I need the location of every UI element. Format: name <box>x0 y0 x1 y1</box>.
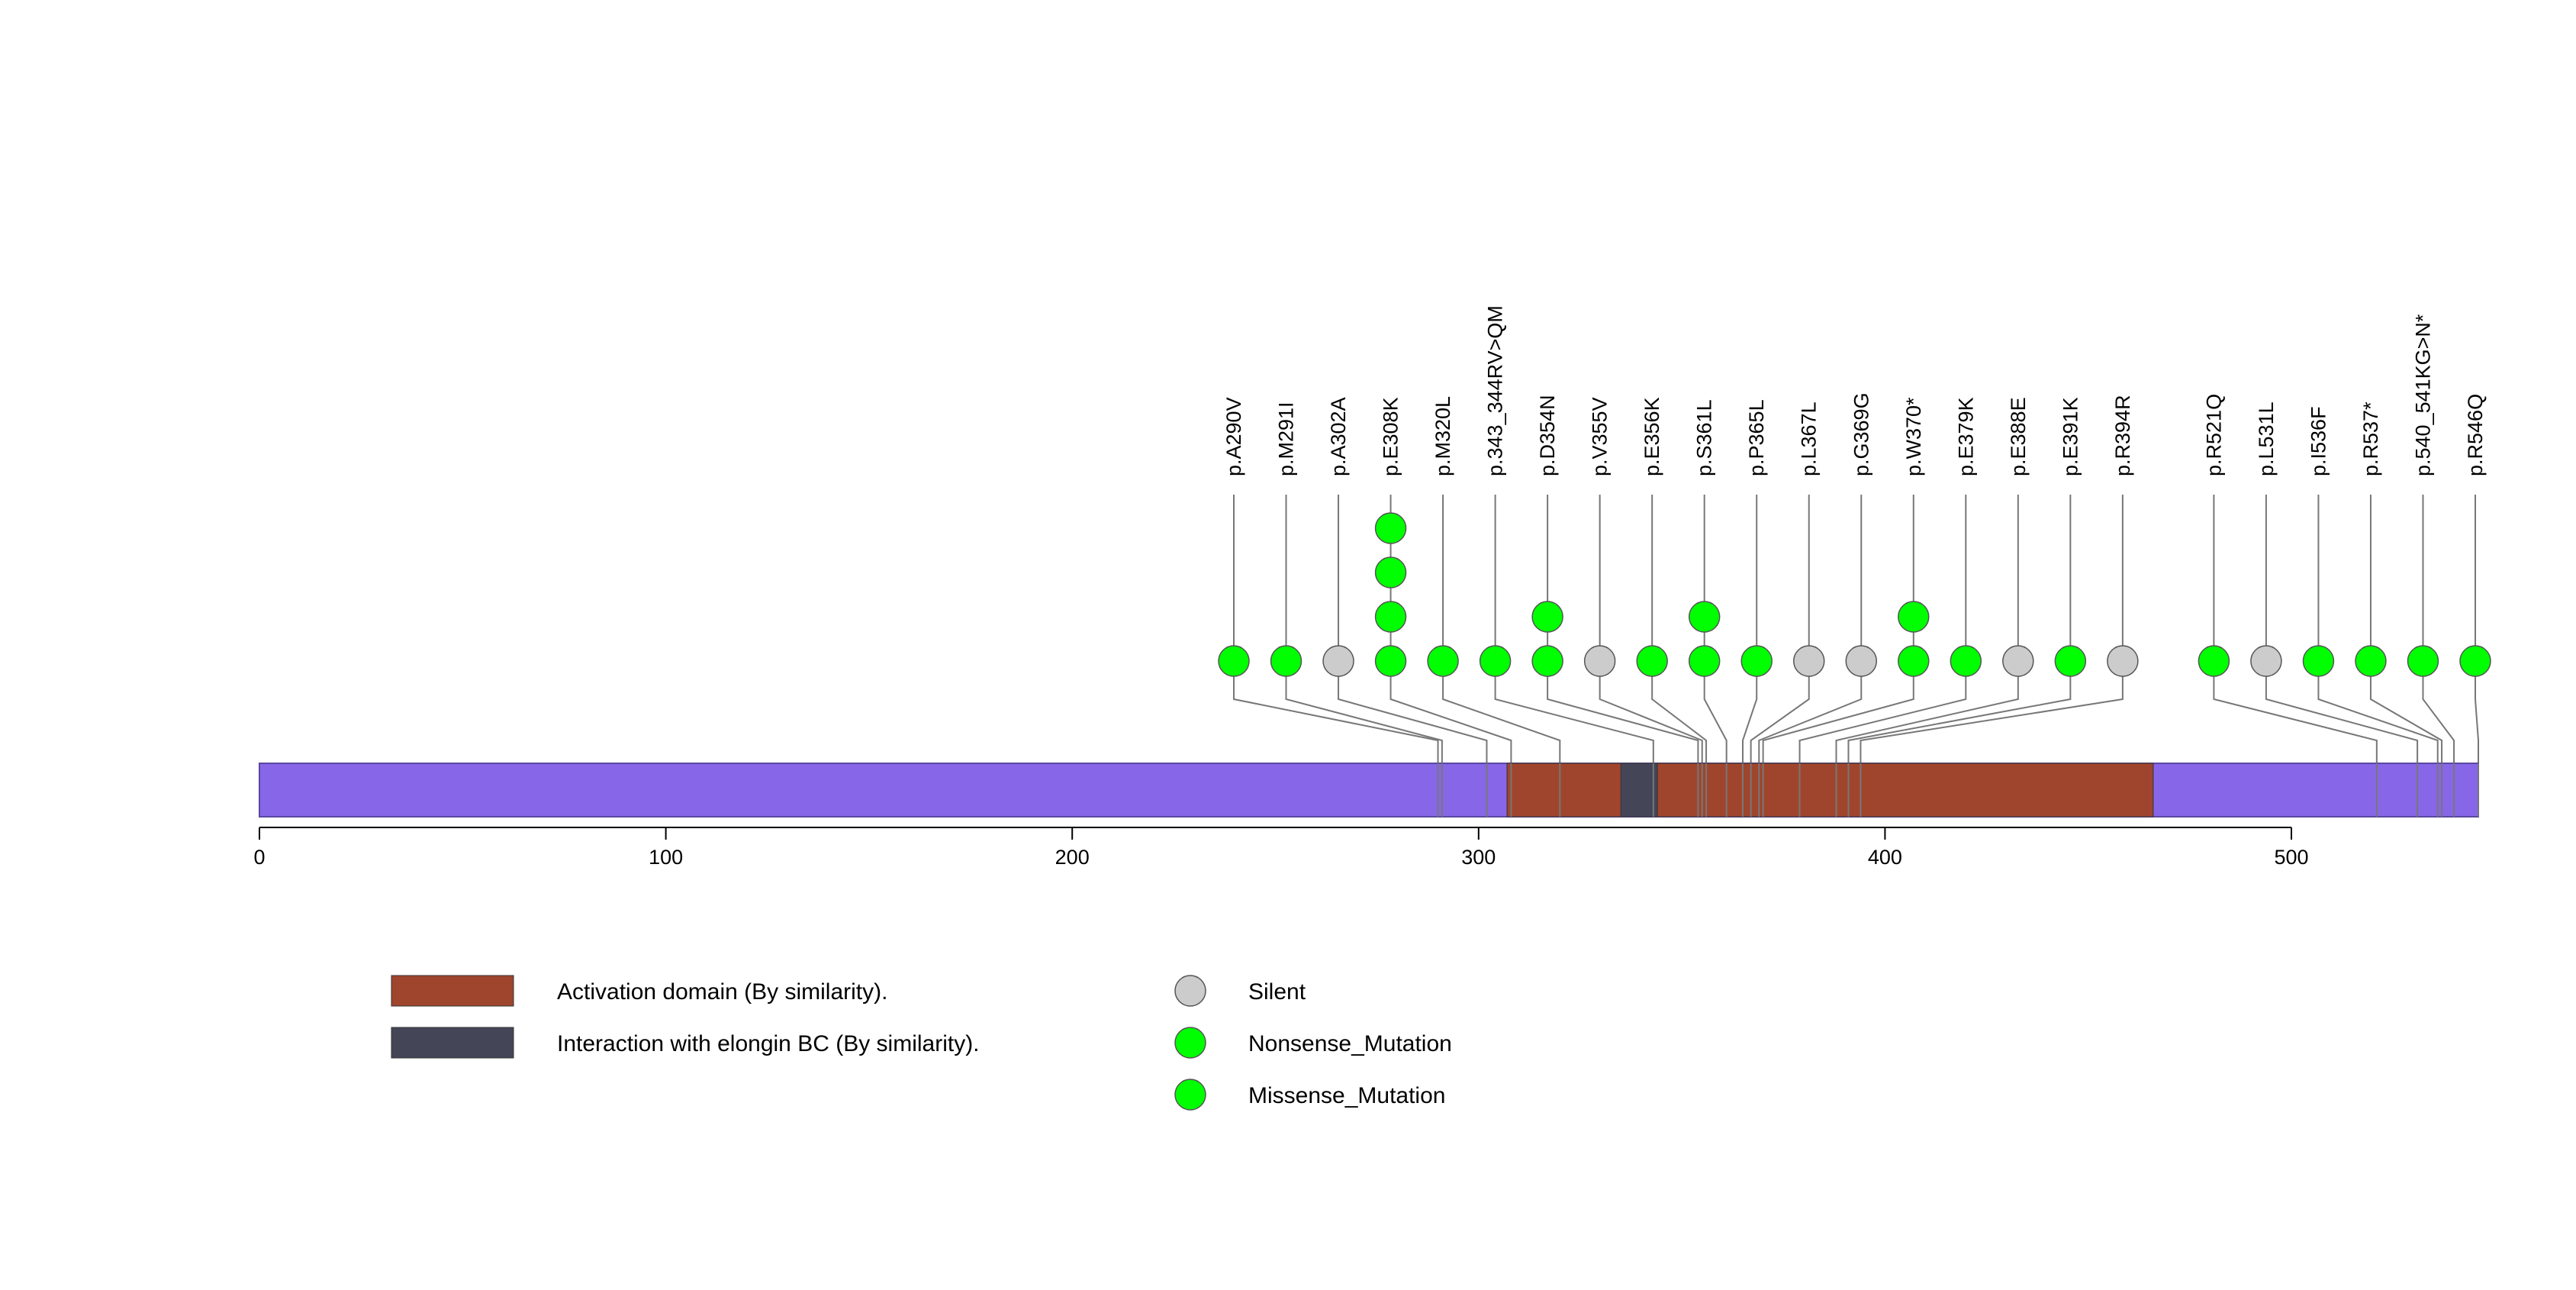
legend-domain-label: Interaction with elongin BC (By similari… <box>557 1031 980 1056</box>
mutation-head[interactable] <box>2107 645 2139 677</box>
legend-mutation-swatch <box>1174 975 1206 1007</box>
mutation-head[interactable] <box>2250 645 2282 677</box>
mutation-label: p.E391K <box>2059 397 2082 476</box>
mutation-head[interactable] <box>1374 645 1407 677</box>
legend-mutation-label: Nonsense_Mutation <box>1248 1031 1452 1056</box>
mutation-label: p.R394R <box>2111 395 2134 476</box>
mutation-head[interactable] <box>1374 556 1407 589</box>
mutation-head[interactable] <box>1531 645 1563 677</box>
mutation-label: p.L367L <box>1798 402 1821 476</box>
legend-mutation-label: Silent <box>1248 979 1306 1005</box>
mutation-head[interactable] <box>1950 645 1982 677</box>
mutation-label: p.R546Q <box>2464 394 2487 476</box>
mutation-head[interactable] <box>2198 645 2230 677</box>
mutation-head[interactable] <box>1898 645 1930 677</box>
mutation-label: p.R537* <box>2359 402 2382 476</box>
mutation-head[interactable] <box>1898 601 1930 633</box>
mutation-label: p.D354N <box>1536 395 1559 476</box>
mutation-head[interactable] <box>2054 645 2087 677</box>
axis-tick-label: 100 <box>649 846 683 869</box>
mutation-head[interactable] <box>1688 601 1721 633</box>
mutation-label: p.W370* <box>1902 397 1925 476</box>
mutation-label: p.540_541KG>N* <box>2411 314 2434 476</box>
domain-activation <box>1506 763 2154 818</box>
mutation-label: p.I536F <box>2307 406 2330 476</box>
mutation-label: p.E379K <box>1954 397 1977 476</box>
mutation-head[interactable] <box>1688 645 1721 677</box>
axis-tick-label: 400 <box>1868 846 1902 869</box>
domain-elongin-bc <box>1620 763 1658 818</box>
mutation-head[interactable] <box>1636 645 1668 677</box>
axis-tick-label: 0 <box>253 846 265 869</box>
mutation-head[interactable] <box>1583 645 1616 677</box>
mutation-label: p.M320L <box>1431 396 1454 476</box>
legend-domain-label: Activation domain (By similarity). <box>557 979 887 1005</box>
mutation-head[interactable] <box>1479 645 1512 677</box>
protein-backbone-group <box>259 763 2479 818</box>
mutation-label: p.E388E <box>2007 397 2030 476</box>
mutation-label: p.V355V <box>1589 397 1612 476</box>
mutation-label: p.A290V <box>1222 397 1245 476</box>
axis-tick-label: 200 <box>1055 846 1090 869</box>
legend: Activation domain (By similarity). Intera… <box>391 975 1452 1111</box>
mutation-heads <box>1218 512 2491 677</box>
mutation-head[interactable] <box>1322 645 1354 677</box>
mutation-head[interactable] <box>1270 645 1302 677</box>
mutation-label: p.A302A <box>1327 397 1350 476</box>
mutation-label: p.343_344RV>QM <box>1484 305 1507 476</box>
mutation-head[interactable] <box>1374 512 1407 544</box>
mutation-head[interactable] <box>1792 645 1825 677</box>
mutation-label: p.E356K <box>1641 397 1663 476</box>
mutation-label: p.E308K <box>1380 397 1402 476</box>
legend-mutation-swatch <box>1174 1079 1206 1111</box>
mutation-head[interactable] <box>1531 601 1563 633</box>
mutation-labels: p.A290V p.M291I p.A302A p.E308K p.M320L p.343… <box>1222 305 2487 476</box>
mutation-label: p.S361L <box>1693 399 1716 476</box>
legend-mutation-swatch <box>1174 1027 1206 1059</box>
mutation-head[interactable] <box>1740 645 1773 677</box>
mutation-head[interactable] <box>2459 645 2491 677</box>
mutation-label: p.P365L <box>1745 399 1768 476</box>
mutation-head[interactable] <box>1374 601 1407 633</box>
mutation-head[interactable] <box>1427 645 1459 677</box>
mutation-head[interactable] <box>1845 645 1878 677</box>
mutation-label: p.G369G <box>1850 392 1872 476</box>
mutation-head[interactable] <box>1218 645 1250 677</box>
mutation-head[interactable] <box>2355 645 2387 677</box>
legend-domain-swatch <box>391 1027 514 1059</box>
mutation-label: p.M291I <box>1275 402 1298 476</box>
legend-mutation-label: Missense_Mutation <box>1248 1083 1445 1108</box>
mutation-head[interactable] <box>2002 645 2034 677</box>
x-axis: 0 100 200 300 400 500 <box>253 827 2309 869</box>
mutation-label: p.R521Q <box>2202 394 2225 476</box>
axis-tick-label: 300 <box>1461 846 1496 869</box>
mutation-label: p.L531L <box>2255 402 2278 476</box>
mutation-head[interactable] <box>2302 645 2335 677</box>
legend-domain-swatch <box>391 975 514 1007</box>
mutation-head[interactable] <box>2407 645 2439 677</box>
axis-tick-label: 500 <box>2274 846 2308 869</box>
